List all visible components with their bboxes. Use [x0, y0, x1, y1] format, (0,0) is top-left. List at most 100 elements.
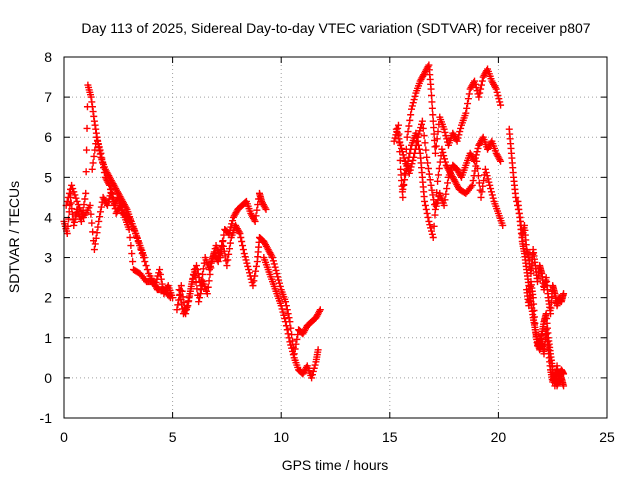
data-point — [193, 266, 201, 274]
data-point — [440, 152, 448, 160]
series-arc-9 — [399, 129, 507, 241]
data-point — [309, 367, 317, 375]
data-point — [271, 263, 279, 271]
data-point — [82, 189, 90, 197]
data-point — [419, 124, 427, 132]
data-point — [282, 318, 290, 326]
data-point — [425, 170, 433, 178]
data-point — [216, 250, 224, 258]
data-point — [442, 132, 450, 140]
data-point — [206, 262, 214, 270]
data-point — [293, 335, 301, 343]
data-point — [222, 257, 230, 265]
data-point — [398, 144, 406, 152]
data-point — [93, 133, 101, 141]
y-tick-label: 4 — [44, 209, 52, 225]
data-point — [560, 290, 568, 298]
data-point — [512, 193, 520, 201]
data-point — [203, 290, 211, 298]
data-point — [82, 168, 90, 176]
data-point — [115, 197, 123, 205]
data-point — [286, 338, 294, 346]
data-point — [477, 85, 485, 93]
data-point — [199, 270, 207, 278]
series-arc-7 — [390, 61, 505, 201]
data-point — [156, 270, 164, 278]
data-point — [236, 229, 244, 237]
data-point — [284, 330, 292, 338]
data-point — [130, 226, 138, 234]
x-tick-label: 20 — [491, 429, 507, 445]
data-point — [244, 262, 252, 270]
data-point — [400, 181, 408, 189]
data-point — [225, 250, 233, 258]
data-point — [175, 286, 183, 294]
data-point — [429, 117, 437, 125]
data-point — [427, 224, 435, 232]
data-point — [283, 326, 291, 334]
data-point — [275, 279, 283, 287]
data-point — [404, 157, 412, 165]
data-point — [424, 63, 432, 71]
data-point — [226, 245, 234, 253]
data-point — [116, 200, 124, 208]
data-point — [178, 300, 186, 308]
data-point — [237, 234, 245, 241]
series-arc-5 — [175, 221, 324, 358]
data-point — [274, 273, 282, 281]
data-point — [489, 194, 497, 202]
data-point — [473, 157, 481, 165]
data-point — [406, 149, 414, 157]
data-point — [139, 254, 147, 262]
data-point — [418, 120, 426, 128]
data-point — [399, 151, 407, 159]
data-point — [95, 143, 103, 151]
data-point — [405, 169, 413, 177]
data-point — [472, 151, 480, 159]
data-point — [443, 185, 451, 193]
data-point — [184, 302, 192, 310]
data-point — [529, 294, 537, 302]
data-point — [214, 258, 222, 266]
data-point — [141, 258, 149, 266]
data-point — [70, 188, 78, 196]
data-point — [486, 181, 494, 189]
data-point — [455, 131, 463, 139]
data-point — [69, 185, 77, 193]
data-point — [195, 298, 203, 306]
data-point — [422, 146, 430, 154]
data-point — [90, 246, 98, 254]
data-point — [418, 117, 426, 125]
data-point — [169, 294, 177, 302]
data-point — [432, 142, 440, 150]
data-point — [285, 334, 293, 342]
data-point — [444, 179, 452, 187]
data-point — [427, 181, 435, 189]
data-point — [225, 229, 233, 237]
data-point — [186, 292, 194, 300]
data-point — [243, 259, 251, 267]
data-point — [128, 220, 136, 228]
data-point — [495, 95, 503, 103]
data-point — [423, 209, 431, 217]
data-point — [497, 157, 505, 165]
data-point — [428, 227, 436, 235]
data-point — [492, 85, 500, 93]
data-point — [173, 306, 181, 314]
data-point — [272, 266, 280, 274]
data-point — [252, 262, 260, 270]
data-point — [396, 156, 404, 164]
data-point — [207, 259, 215, 267]
data-point — [219, 238, 227, 246]
y-tick-label: 7 — [44, 89, 52, 105]
data-point — [176, 290, 184, 298]
data-point — [442, 190, 450, 198]
data-point — [226, 239, 234, 247]
data-point — [284, 310, 292, 318]
data-point — [97, 203, 105, 211]
data-point — [431, 143, 439, 151]
data-point — [402, 166, 410, 174]
data-point — [407, 145, 415, 153]
data-point — [496, 98, 504, 106]
data-point — [94, 140, 102, 148]
